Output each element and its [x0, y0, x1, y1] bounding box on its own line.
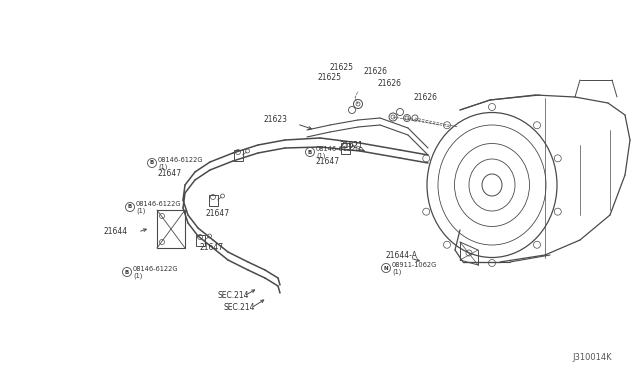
Text: (1): (1): [136, 208, 145, 214]
Text: SEC.214: SEC.214: [223, 304, 255, 312]
Text: N: N: [384, 266, 388, 270]
Text: 21644: 21644: [104, 228, 128, 237]
Bar: [340, 142, 349, 154]
Text: 21644-A: 21644-A: [386, 250, 418, 260]
Text: (1): (1): [133, 273, 142, 279]
Text: SEC.214: SEC.214: [218, 292, 250, 301]
Bar: [234, 150, 243, 160]
Text: B: B: [150, 160, 154, 166]
Bar: [209, 195, 218, 205]
Text: 08911-1062G: 08911-1062G: [392, 262, 437, 268]
Bar: [195, 234, 205, 246]
Text: 21647: 21647: [158, 169, 182, 177]
Text: B: B: [128, 205, 132, 209]
Text: (1): (1): [158, 164, 168, 170]
Text: (1): (1): [316, 153, 325, 159]
Text: 08146-6122G: 08146-6122G: [133, 266, 179, 272]
Text: 21647: 21647: [200, 244, 224, 253]
Text: 21626: 21626: [378, 78, 402, 87]
Bar: [157, 210, 185, 248]
Text: B: B: [125, 269, 129, 275]
Text: 21647: 21647: [316, 157, 340, 167]
Text: 21626: 21626: [363, 67, 387, 77]
Text: 21625: 21625: [318, 74, 342, 83]
Text: J310014K: J310014K: [572, 353, 612, 362]
Text: B: B: [308, 150, 312, 154]
Text: 21626: 21626: [413, 93, 437, 102]
Text: 21621: 21621: [340, 141, 364, 150]
Text: 21623: 21623: [264, 115, 288, 125]
Text: 08146-6122G: 08146-6122G: [136, 201, 182, 207]
Text: (1): (1): [392, 269, 401, 275]
Text: 21625: 21625: [330, 62, 354, 71]
Text: 08146-6122G: 08146-6122G: [158, 157, 204, 163]
Text: 08146-6122G: 08146-6122G: [316, 146, 362, 152]
Text: 21647: 21647: [205, 209, 229, 218]
